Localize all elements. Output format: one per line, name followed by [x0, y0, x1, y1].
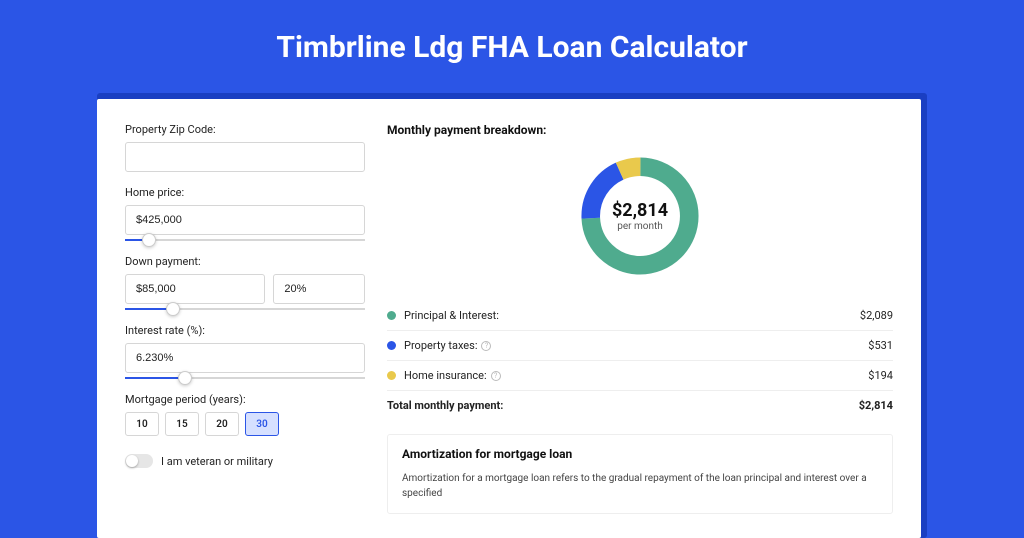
- home-price-input[interactable]: [125, 205, 365, 235]
- calculator-panel: Property Zip Code: Home price: Down paym…: [97, 99, 921, 538]
- zip-label: Property Zip Code:: [125, 123, 365, 136]
- home-price-label: Home price:: [125, 186, 365, 199]
- mortgage-period-option-10[interactable]: 10: [125, 412, 159, 436]
- mortgage-period-options: 10 15 20 30: [125, 412, 365, 436]
- legend-value-total: $2,814: [859, 399, 893, 412]
- legend-value-home-insurance: $194: [868, 369, 893, 382]
- page-title: Timbrline Ldg FHA Loan Calculator: [0, 30, 1024, 65]
- home-price-field-group: Home price:: [125, 186, 365, 241]
- veteran-toggle-row: I am veteran or military: [125, 454, 365, 468]
- donut-center: $2,814 per month: [575, 151, 705, 281]
- mortgage-period-option-15[interactable]: 15: [165, 412, 199, 436]
- legend-label-principal-interest: Principal & Interest:: [404, 309, 860, 322]
- legend-label-property-taxes: Property taxes: ?: [404, 339, 868, 352]
- legend-row-home-insurance: Home insurance: ? $194: [387, 360, 893, 390]
- mortgage-period-field-group: Mortgage period (years): 10 15 20 30: [125, 393, 365, 436]
- zip-field-group: Property Zip Code:: [125, 123, 365, 172]
- interest-rate-input[interactable]: [125, 343, 365, 373]
- home-price-slider[interactable]: [125, 239, 365, 241]
- down-payment-field-group: Down payment:: [125, 255, 365, 310]
- legend-label-total: Total monthly payment:: [387, 399, 859, 412]
- veteran-toggle[interactable]: [125, 454, 153, 468]
- down-payment-pct-input[interactable]: [273, 274, 365, 304]
- down-payment-slider[interactable]: [125, 308, 365, 310]
- form-column: Property Zip Code: Home price: Down paym…: [125, 123, 365, 514]
- legend-dot-principal-interest: [387, 311, 396, 320]
- breakdown-title: Monthly payment breakdown:: [387, 123, 893, 137]
- legend-dot-property-taxes: [387, 341, 396, 350]
- page-root: Timbrline Ldg FHA Loan Calculator Proper…: [0, 0, 1024, 512]
- legend-value-principal-interest: $2,089: [860, 309, 893, 322]
- info-icon[interactable]: ?: [481, 341, 491, 351]
- down-payment-slider-thumb[interactable]: [166, 302, 180, 316]
- legend-row-principal-interest: Principal & Interest: $2,089: [387, 301, 893, 330]
- amortization-body: Amortization for a mortgage loan refers …: [402, 471, 878, 501]
- interest-rate-slider-thumb[interactable]: [178, 371, 192, 385]
- legend-row-property-taxes: Property taxes: ? $531: [387, 330, 893, 360]
- interest-rate-label: Interest rate (%):: [125, 324, 365, 337]
- down-payment-amount-input[interactable]: [125, 274, 265, 304]
- amortization-title: Amortization for mortgage loan: [402, 447, 878, 461]
- donut-chart-wrap: $2,814 per month: [387, 151, 893, 281]
- down-payment-label: Down payment:: [125, 255, 365, 268]
- interest-rate-slider-fill: [125, 377, 185, 379]
- breakdown-column: Monthly payment breakdown:: [387, 123, 893, 514]
- legend-value-property-taxes: $531: [868, 339, 893, 352]
- info-icon[interactable]: ?: [491, 371, 501, 381]
- interest-rate-slider[interactable]: [125, 377, 365, 379]
- veteran-toggle-label: I am veteran or military: [161, 455, 273, 468]
- panel-shadow: Property Zip Code: Home price: Down paym…: [97, 93, 927, 538]
- donut-center-sub: per month: [617, 221, 663, 232]
- home-price-slider-thumb[interactable]: [142, 233, 156, 247]
- mortgage-period-option-20[interactable]: 20: [205, 412, 239, 436]
- mortgage-period-label: Mortgage period (years):: [125, 393, 365, 406]
- donut-chart: $2,814 per month: [575, 151, 705, 281]
- legend-dot-home-insurance: [387, 371, 396, 380]
- legend-label-home-insurance: Home insurance: ?: [404, 369, 868, 382]
- legend-row-total: Total monthly payment: $2,814: [387, 390, 893, 420]
- mortgage-period-option-30[interactable]: 30: [245, 412, 279, 436]
- zip-input[interactable]: [125, 142, 365, 172]
- donut-center-amount: $2,814: [612, 200, 668, 221]
- interest-rate-field-group: Interest rate (%):: [125, 324, 365, 379]
- amortization-card: Amortization for mortgage loan Amortizat…: [387, 434, 893, 514]
